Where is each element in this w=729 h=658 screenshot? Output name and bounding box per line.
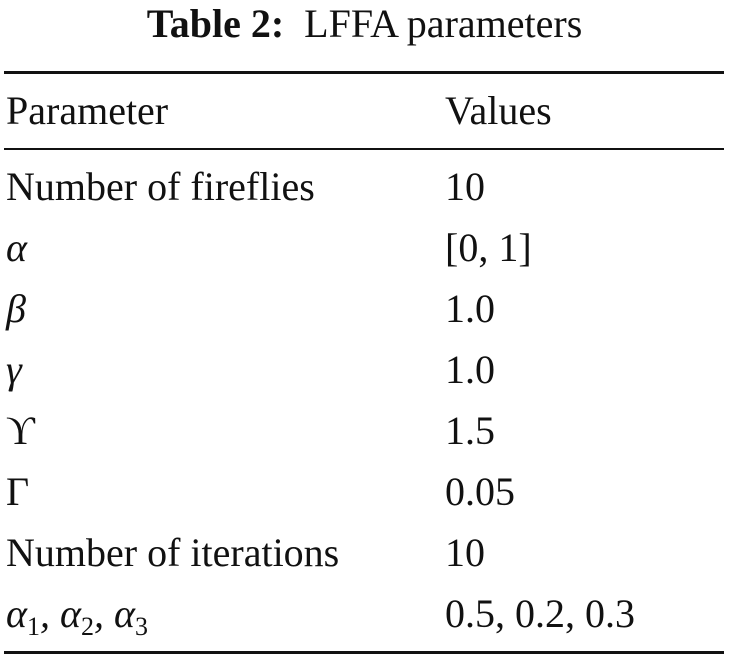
- parameter-cell: β: [6, 286, 26, 331]
- parameter-cell: Number of fireflies: [6, 164, 315, 209]
- value-cell: 10: [445, 530, 485, 575]
- table-bottom-rule: [4, 651, 724, 654]
- value-cell: 1.5: [445, 408, 495, 453]
- header-parameter: Parameter: [6, 88, 169, 133]
- parameter-cell: ϒ: [6, 408, 35, 453]
- value-cell: 0.05: [445, 469, 515, 514]
- value-cell: 0.5, 0.2, 0.3: [445, 591, 635, 636]
- table-header-rule: [4, 148, 724, 150]
- value-cell: 1.0: [445, 286, 495, 331]
- parameter-cell: γ: [6, 347, 22, 392]
- value-cell: [0, 1]: [445, 225, 532, 270]
- parameter-cell: Number of iterations: [6, 530, 340, 575]
- value-cell: 1.0: [445, 347, 495, 392]
- header-values: Values: [445, 88, 552, 133]
- value-cell: 10: [445, 164, 485, 209]
- parameter-cell: α1, α2, α3: [6, 591, 148, 641]
- table-caption-text: LFFA parameters: [304, 1, 583, 46]
- table-caption-label: Table 2:: [146, 1, 285, 46]
- table-caption: Table 2: LFFA parameters: [0, 0, 729, 48]
- table-top-rule: [4, 71, 724, 74]
- parameter-cell: α: [6, 225, 27, 270]
- parameter-cell: Γ: [6, 469, 30, 514]
